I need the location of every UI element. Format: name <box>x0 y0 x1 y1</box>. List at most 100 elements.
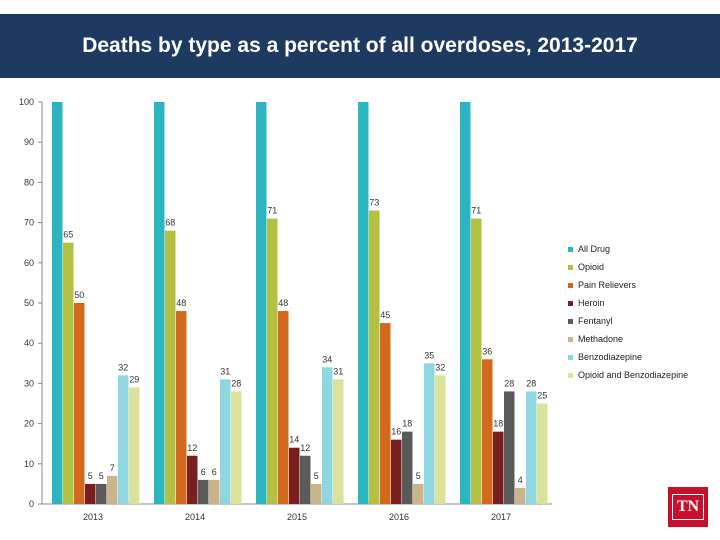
y-tick-label: 40 <box>24 338 34 348</box>
data-label: 14 <box>289 435 299 445</box>
data-label: 31 <box>220 366 230 376</box>
legend-item: Heroin <box>568 294 718 312</box>
bar <box>165 230 176 504</box>
legend-swatch <box>568 282 573 288</box>
legend-swatch <box>568 318 573 324</box>
data-label: 5 <box>88 471 93 481</box>
bar <box>460 102 471 504</box>
page-title: Deaths by type as a percent of all overd… <box>0 14 720 78</box>
bar <box>231 391 242 504</box>
bar <box>311 483 322 504</box>
bar <box>471 218 482 504</box>
data-label: 36 <box>482 346 492 356</box>
tn-logo-text: TN <box>676 498 700 515</box>
bar <box>413 483 424 504</box>
data-label: 18 <box>402 419 412 429</box>
bar <box>96 483 107 504</box>
data-label: 5 <box>416 471 421 481</box>
bar <box>515 487 526 504</box>
data-label: 4 <box>518 475 523 485</box>
bar <box>402 431 413 504</box>
bar <box>176 311 187 504</box>
x-tick-label: 2015 <box>287 512 307 522</box>
bar <box>380 323 391 504</box>
data-label: 12 <box>187 443 197 453</box>
data-label: 32 <box>118 362 128 372</box>
legend-label: Methadone <box>578 334 624 344</box>
y-tick-label: 70 <box>24 218 34 228</box>
y-tick-label: 60 <box>24 258 34 268</box>
legend-label: Heroin <box>578 298 605 308</box>
legend-item: Pain Relievers <box>568 276 718 294</box>
legend-label: Pain Relievers <box>578 280 637 290</box>
x-tick-label: 2016 <box>389 512 409 522</box>
bar <box>322 367 333 504</box>
bar <box>198 479 209 504</box>
legend-swatch <box>568 354 573 360</box>
legend-item: Fentanyl <box>568 312 718 330</box>
y-tick-label: 30 <box>24 378 34 388</box>
data-label: 65 <box>63 230 73 240</box>
bar <box>278 311 289 504</box>
data-label: 71 <box>471 206 481 216</box>
chart-legend: All Drug Opioid Pain Relievers Heroin Fentan… <box>568 240 718 384</box>
data-label: 18 <box>493 419 503 429</box>
tn-logo: TN <box>668 487 708 527</box>
bar <box>537 403 548 504</box>
x-tick-label: 2017 <box>491 512 511 522</box>
legend-swatch <box>568 372 573 378</box>
legend-item: Benzodiazepine <box>568 348 718 366</box>
y-tick-label: 90 <box>24 137 34 147</box>
x-tick-label: 2014 <box>185 512 205 522</box>
page-title-text: Deaths by type as a percent of all overd… <box>82 34 638 57</box>
legend-label: Fentanyl <box>578 316 613 326</box>
y-tick-label: 50 <box>24 298 34 308</box>
data-label: 28 <box>526 378 536 388</box>
legend-item: All Drug <box>568 240 718 258</box>
data-label: 25 <box>537 391 547 401</box>
bar <box>358 102 369 504</box>
bar <box>118 375 129 504</box>
data-label: 32 <box>435 362 445 372</box>
bar <box>526 391 537 504</box>
bar <box>424 363 435 504</box>
bar <box>482 359 493 504</box>
data-label: 35 <box>424 350 434 360</box>
bar <box>300 455 311 504</box>
legend-swatch <box>568 246 573 252</box>
bar <box>391 439 402 504</box>
bar <box>504 391 515 504</box>
data-label: 6 <box>212 467 217 477</box>
data-label: 5 <box>99 471 104 481</box>
legend-label: All Drug <box>578 244 611 254</box>
legend-swatch <box>568 336 573 342</box>
data-label: 7 <box>110 463 115 473</box>
legend-item: Methadone <box>568 330 718 348</box>
bar <box>209 479 220 504</box>
legend-item: Opioid <box>568 258 718 276</box>
data-label: 31 <box>333 366 343 376</box>
legend-label: Benzodiazepine <box>578 352 643 362</box>
data-label: 73 <box>369 198 379 208</box>
bar <box>435 375 446 504</box>
bar <box>493 431 504 504</box>
y-tick-label: 0 <box>29 499 34 509</box>
legend-swatch <box>568 300 573 306</box>
data-label: 34 <box>322 354 332 364</box>
data-label: 48 <box>176 298 186 308</box>
bar <box>154 102 165 504</box>
data-label: 28 <box>504 378 514 388</box>
y-tick-label: 20 <box>24 419 34 429</box>
bar <box>256 102 267 504</box>
bar <box>63 242 74 504</box>
data-label: 48 <box>278 298 288 308</box>
bar <box>85 483 96 504</box>
data-label: 28 <box>231 378 241 388</box>
bar <box>267 218 278 504</box>
bar <box>289 447 300 504</box>
data-label: 29 <box>129 374 139 384</box>
bar <box>220 379 231 504</box>
data-label: 5 <box>314 471 319 481</box>
data-label: 50 <box>74 290 84 300</box>
data-label: 16 <box>391 427 401 437</box>
